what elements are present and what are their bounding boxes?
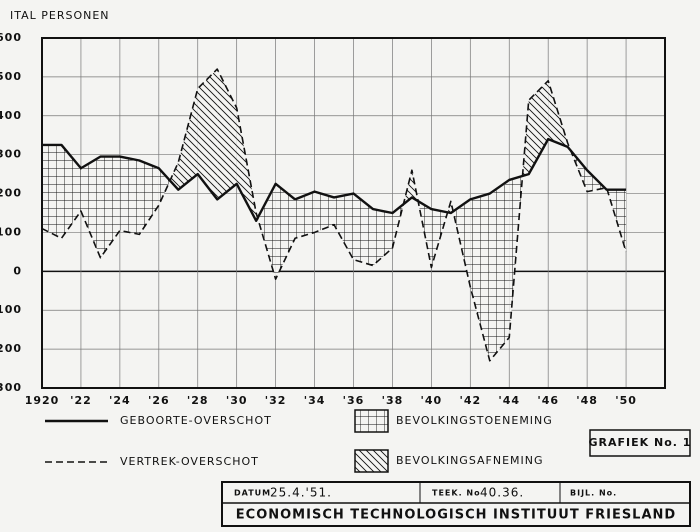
x-tick-label: '46 <box>537 394 559 407</box>
x-tick-label: '22 <box>70 394 92 407</box>
decrease-area <box>170 162 179 190</box>
plot-frame <box>41 37 666 389</box>
x-tick-label: '28 <box>187 394 209 407</box>
legend-swatch <box>354 409 389 433</box>
increase-area <box>314 191 335 233</box>
y-tick-label: 600 <box>0 31 22 44</box>
y-tick-label: 100 <box>0 225 22 238</box>
increase-area <box>100 156 120 258</box>
y-axis-label: ITAL PERSONEN <box>10 9 110 22</box>
y-tick-label: 400 <box>0 109 22 122</box>
increase-area <box>275 183 296 280</box>
increase-area <box>372 209 393 266</box>
badge: GRAFIEK No. 1 <box>589 436 692 449</box>
x-tick-label: '26 <box>148 394 170 407</box>
increase-area <box>257 183 276 280</box>
x-tick-label: '42 <box>459 394 481 407</box>
x-tick-label: '40 <box>421 394 443 407</box>
appendix-label: BIJL. No. <box>570 489 617 498</box>
x-tick-label: '24 <box>109 394 131 407</box>
y-tick-label: 0 <box>13 264 22 277</box>
increase-area <box>353 193 373 266</box>
legend-label: GEBOORTE-OVERSCHOT <box>120 414 272 427</box>
series-line <box>42 137 627 222</box>
increase-area <box>489 179 510 361</box>
decrease-area <box>411 170 419 202</box>
decrease-area <box>528 80 549 175</box>
drawing: 40.36. <box>480 486 524 500</box>
legend-label: BEVOLKINGSAFNEMING <box>396 454 544 467</box>
series-line <box>41 68 627 362</box>
x-tick-label: '38 <box>382 394 404 407</box>
date-label: DATUM <box>234 489 271 498</box>
increase-area <box>295 191 315 239</box>
drawing-label: TEEK. No <box>432 489 481 498</box>
y-tick-label: -300 <box>0 381 22 394</box>
decrease-area <box>217 69 237 200</box>
x-tick-label: 1920 <box>25 394 60 407</box>
footer-box <box>221 481 691 527</box>
y-tick-label: 200 <box>0 187 22 200</box>
y-tick-label: -200 <box>0 342 22 355</box>
y-tick-label: -100 <box>0 303 22 316</box>
x-tick-label: '34 <box>304 394 326 407</box>
decrease-area <box>178 88 198 190</box>
x-tick-label: '36 <box>343 394 365 407</box>
increase-area <box>139 160 159 235</box>
y-tick-label: 500 <box>0 70 22 83</box>
legend-label: BEVOLKINGSTOENEMING <box>396 414 553 427</box>
legend-swatch <box>354 449 389 473</box>
increase-area <box>61 144 81 239</box>
increase-area <box>334 193 354 260</box>
badge-box <box>589 429 691 457</box>
x-tick-label: '44 <box>498 394 520 407</box>
y-tick-label: 300 <box>0 148 22 161</box>
increase-area <box>470 193 490 361</box>
increase-area <box>80 156 101 258</box>
x-tick-label: '32 <box>265 394 287 407</box>
institute: ECONOMISCH TECHNOLOGISCH INSTITUUT FRIES… <box>236 508 676 523</box>
x-tick-label: '30 <box>226 394 248 407</box>
increase-area <box>418 201 432 268</box>
increase-area <box>119 156 140 235</box>
legend-label: VERTREK-OVERSCHOT <box>120 455 259 468</box>
x-tick-label: '50 <box>615 394 637 407</box>
increase-area <box>42 144 62 239</box>
decrease-area <box>197 69 218 200</box>
x-tick-label: '48 <box>576 394 598 407</box>
date: 25.4.'51. <box>270 486 332 500</box>
